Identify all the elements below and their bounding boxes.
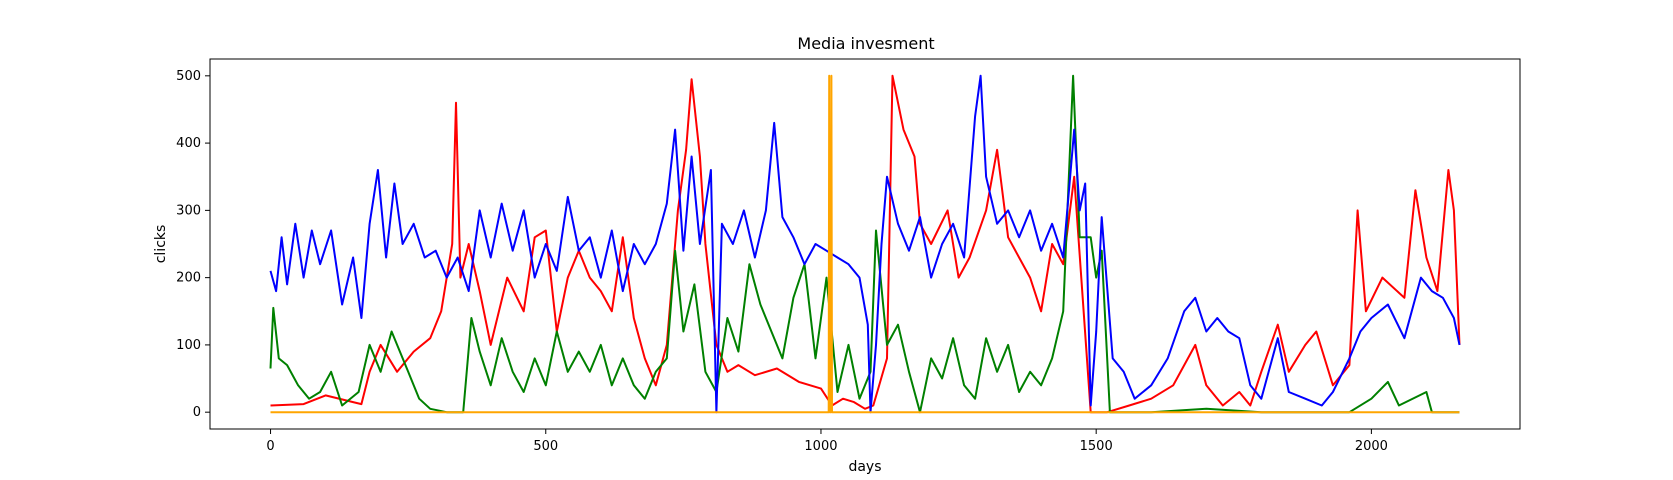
plot-frame xyxy=(209,58,1521,430)
x-axis: 0 500 1000 1500 2000 xyxy=(266,429,1388,454)
y-axis: 0 100 200 300 400 500 xyxy=(176,69,210,420)
x-tick-label: 1000 xyxy=(804,439,837,454)
y-tick-label: 0 xyxy=(193,405,201,420)
series-line-1 xyxy=(269,74,1460,414)
x-tick-label: 500 xyxy=(533,439,558,454)
y-tick-label: 200 xyxy=(176,271,201,286)
x-axis-label: days xyxy=(848,459,881,475)
y-tick-label: 100 xyxy=(176,338,201,353)
x-tick-label: 0 xyxy=(266,439,274,454)
y-tick-label: 500 xyxy=(176,69,201,84)
x-tick-label: 2000 xyxy=(1355,439,1388,454)
y-axis-label: clicks xyxy=(153,225,169,264)
series-line-3 xyxy=(270,74,1460,414)
x-tick-label: 1500 xyxy=(1080,439,1113,454)
series-line-2 xyxy=(269,74,1461,414)
series-line-0 xyxy=(270,74,1461,414)
plot-series xyxy=(269,74,1461,414)
y-tick-label: 400 xyxy=(176,136,201,151)
y-tick-label: 300 xyxy=(176,203,201,218)
chart-title: Media invesment xyxy=(797,34,934,53)
